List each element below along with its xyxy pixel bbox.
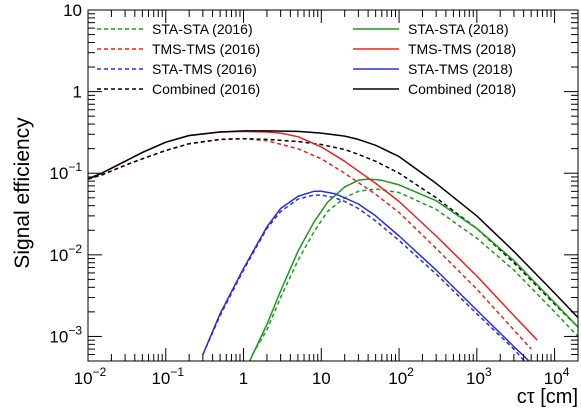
legend-entry: Combined (2018) [408,81,516,97]
series-line [88,130,538,341]
x-tick-label: 102 [388,365,414,388]
series-line [88,137,532,350]
legend-entry: TMS-TMS (2016) [152,41,260,57]
x-tick-label: 104 [544,365,570,388]
y-tick-label: 10−3 [49,323,82,346]
legend: STA-STA (2016) TMS-TMS (2016) STA-TMS (201… [97,21,516,97]
series-line [202,190,531,361]
x-tick-label: 1 [239,369,248,388]
axis-ticks: 10−2 10−1 1 10 102 103 104 10−3 10−2 10−1 1 10 [49,1,579,388]
legend-entry: STA-STA (2018) [408,21,509,37]
x-axis-label: cτ [cm] [517,386,578,408]
y-tick-label: 10−1 [49,160,82,183]
legend-entry: STA-TMS (2016) [152,61,257,77]
x-tick-label: 10−1 [151,365,184,388]
series-line [251,188,578,355]
series-line [88,130,578,319]
legend-entry: TMS-TMS (2018) [408,41,516,57]
series-lines [88,130,578,361]
series-line [88,137,578,328]
legend-entry: Combined (2016) [152,81,260,97]
y-tick-label: 10−2 [49,242,82,265]
y-axis-label: Signal efficiency [11,117,34,269]
x-tick-label: 10 [312,369,331,388]
y-tick-label: 1 [73,83,82,102]
x-tick-label: 10−2 [74,365,107,388]
series-line [249,178,578,361]
legend-entry: STA-STA (2016) [152,21,253,37]
y-tick-label: 10 [63,1,82,20]
x-tick-label: 103 [466,365,492,388]
legend-entry: STA-TMS (2018) [408,61,513,77]
